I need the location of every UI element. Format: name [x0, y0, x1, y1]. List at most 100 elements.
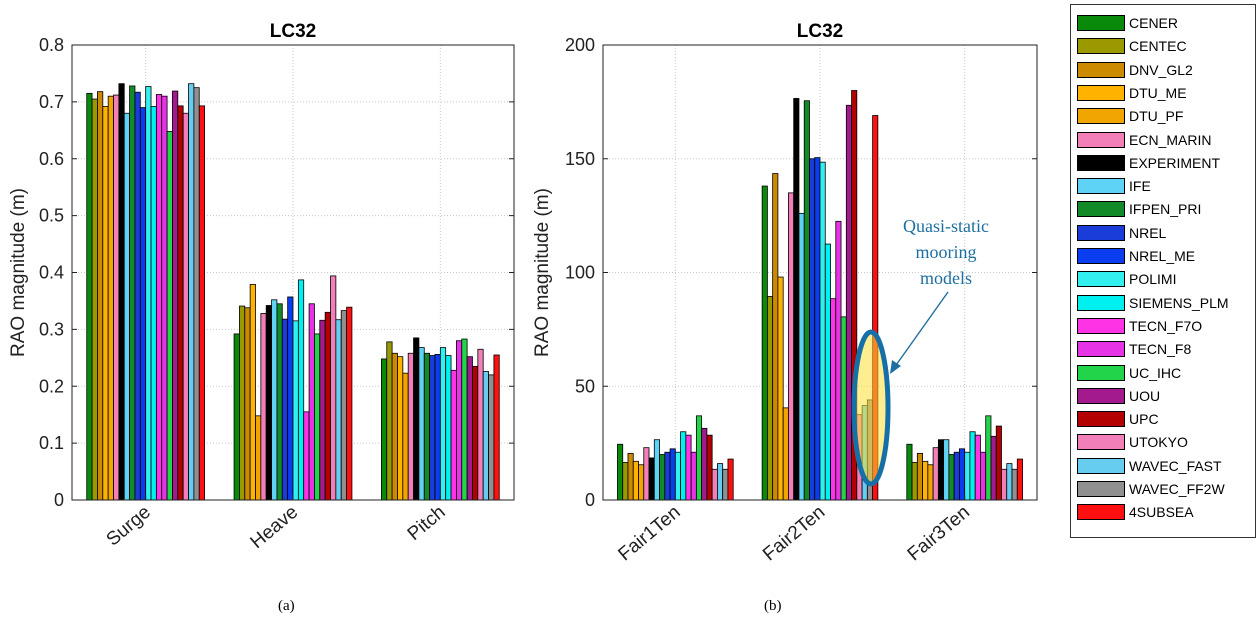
bar-uou — [845, 104, 852, 501]
bar-nrel — [429, 355, 436, 501]
legend-label: UOU — [1129, 387, 1161, 404]
bar-dnv_gl2 — [772, 173, 779, 501]
bar-uou — [172, 90, 179, 501]
bar-centec — [386, 341, 393, 501]
legend-label: IFE — [1129, 178, 1151, 195]
bar-ife — [798, 212, 805, 501]
legend-swatch — [1077, 457, 1125, 474]
legend-item: NREL_ME — [1077, 245, 1195, 267]
x-tick-label: Pitch — [404, 502, 450, 545]
bar-4subsea — [198, 105, 206, 501]
legend-label: POLIMI — [1129, 271, 1177, 288]
legend-swatch — [1077, 15, 1125, 31]
bar-tecn_f8 — [690, 451, 697, 501]
bar-uou — [990, 435, 997, 501]
chart-legend: CENER CENTEC DNV_GL2 DTU_ME DTU_PF ECN_MARIN E… — [1070, 4, 1256, 538]
bar-wavec_ff2w — [193, 87, 200, 501]
annotation-text-line: mooring — [916, 242, 977, 262]
bar-siemens_plm — [150, 106, 157, 501]
bar-utokyo — [182, 112, 189, 501]
bar-wavec_fast — [188, 83, 195, 501]
legend-swatch — [1077, 411, 1125, 428]
bar-cener — [380, 358, 388, 501]
bar-upc — [324, 311, 331, 501]
legend-swatch — [1077, 271, 1125, 288]
y-tick-label: 50 — [575, 376, 595, 396]
legend-item: DTU_PF — [1077, 105, 1183, 127]
bar-nrel — [134, 91, 141, 501]
caption-a: (a) — [278, 598, 295, 614]
bar-nrel — [809, 158, 816, 501]
bar-ifpen_pri — [659, 454, 666, 501]
legend-item: UPC — [1077, 408, 1159, 430]
legend-label: DTU_PF — [1129, 108, 1184, 125]
legend-label: ECN_MARIN — [1129, 131, 1212, 148]
legend-item: POLIMI — [1077, 268, 1176, 290]
bar-nrel_me — [814, 157, 821, 501]
legend-label: UTOKYO — [1129, 434, 1188, 451]
y-tick-label: 0 — [585, 490, 595, 510]
bar-centec — [911, 462, 918, 501]
legend-label: EXPERIMENT — [1129, 154, 1221, 171]
bar-tecn_f7o — [303, 411, 310, 501]
legend-item: WAVEC_FAST — [1077, 455, 1222, 477]
bar-ifpen_pri — [423, 352, 431, 501]
legend-label: UC_IHC — [1129, 364, 1182, 381]
bar-dtu_pf — [107, 95, 114, 501]
annotation-arrow-line — [893, 291, 949, 369]
annotation-arrow-head — [890, 360, 901, 374]
bar-polimi — [819, 161, 826, 501]
chart-title: LC32 — [797, 21, 843, 42]
legend-item: DNV_GL2 — [1077, 59, 1193, 81]
legend-label: CENER — [1129, 15, 1179, 31]
bar-dtu_pf — [255, 415, 262, 501]
bar-wavec_fast — [1006, 463, 1013, 501]
legend-item: UC_IHC — [1077, 362, 1181, 384]
legend-swatch — [1077, 434, 1125, 451]
bar-nrel_me — [669, 448, 676, 501]
legend-swatch — [1077, 317, 1125, 334]
legend-item: 4SUBSEA — [1077, 501, 1194, 523]
y-tick-label: 0 — [54, 490, 64, 510]
bar-siemens_plm — [824, 243, 831, 501]
bar-tecn_f7o — [155, 94, 163, 501]
legend-swatch — [1077, 341, 1125, 358]
legend-swatch — [1077, 131, 1125, 148]
legend-swatch — [1077, 364, 1125, 381]
bar-dtu_me — [397, 356, 404, 501]
bar-ecn_marin — [788, 192, 795, 501]
bar-nrel_me — [959, 448, 966, 501]
legend-swatch — [1077, 38, 1125, 55]
bar-uc_ihc — [985, 415, 992, 501]
legend-item: EXPERIMENT — [1077, 152, 1220, 174]
y-axis-label: RAO magnitude (m) — [532, 188, 553, 357]
bar-ife — [418, 347, 425, 501]
legend-label: CENTEC — [1129, 38, 1187, 55]
chart-panel-b: 0 50 100 150 200 Fair1Ten Fair2Ten Fair3Ten LC32… — [532, 21, 1038, 566]
legend-item: SIEMENS_PLM — [1077, 292, 1229, 314]
y-tick-label: 100 — [565, 263, 595, 283]
bar-dtu_me — [249, 284, 256, 501]
legend-item: NREL — [1077, 222, 1166, 244]
bar-cener — [86, 92, 93, 501]
legend-swatch — [1077, 61, 1125, 78]
bar-ife — [943, 439, 950, 501]
bar-dtu_pf — [638, 464, 645, 501]
legend-swatch — [1077, 504, 1125, 521]
highlight-ellipse — [851, 329, 891, 487]
legend-swatch — [1077, 224, 1125, 241]
bar-ife — [123, 112, 130, 501]
bar-dnv_gl2 — [97, 91, 104, 501]
bar-dtu_me — [102, 106, 109, 501]
legend-label: WAVEC_FAST — [1129, 457, 1222, 474]
bar-nrel_me — [139, 107, 147, 501]
bar-centec — [239, 305, 246, 501]
bar-4subsea — [727, 458, 734, 501]
caption-b: (b) — [764, 598, 782, 614]
bar-ifpen_pri — [948, 454, 955, 501]
x-tick-label: Fair2Ten — [759, 502, 829, 566]
bar-cener — [906, 443, 913, 501]
legend-item: TECN_F7O — [1077, 315, 1202, 337]
legend-item: WAVEC_FF2W — [1077, 478, 1225, 500]
legend-item: CENER — [1077, 12, 1178, 34]
